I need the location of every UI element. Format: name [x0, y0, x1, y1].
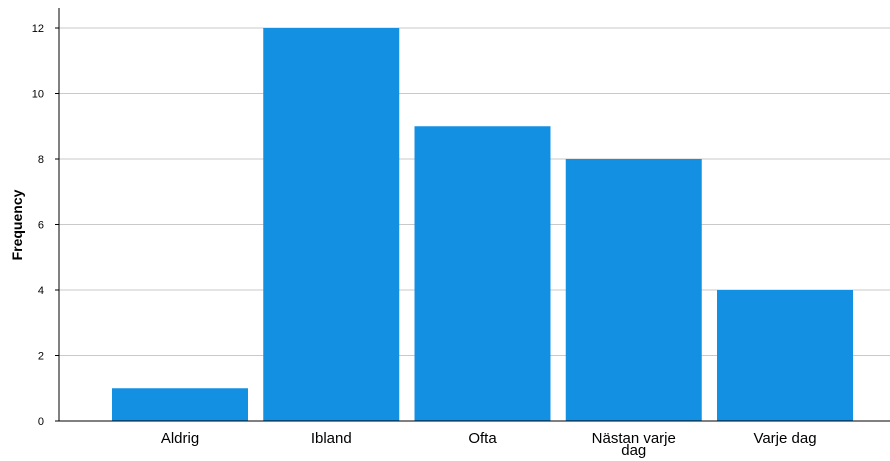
- x-tick-label: Aldrig: [161, 430, 199, 447]
- y-tick-label: 8: [38, 154, 44, 166]
- x-tick-label: Ofta: [468, 430, 497, 447]
- y-tick-label: 0: [38, 416, 44, 428]
- bar-varje-dag: [717, 290, 853, 421]
- x-tick-label: Nästan varje dag: [592, 430, 676, 459]
- bar-ofta: [414, 126, 551, 421]
- x-tick-label: Varje dag: [753, 430, 816, 447]
- bars: [112, 28, 853, 421]
- axes: [58, 8, 890, 422]
- y-tick-label: 10: [32, 89, 44, 101]
- y-tick-label: 12: [32, 23, 44, 35]
- x-tick-labels: Aldrig Ibland Ofta Nästan varje dag Varje dag: [161, 430, 817, 459]
- y-axis-title: Frequency: [9, 189, 25, 260]
- y-tick-label: 2: [38, 351, 44, 363]
- y-tick-label: 4: [38, 285, 44, 297]
- x-tick-label: Ibland: [311, 430, 352, 447]
- y-tick-label: 6: [38, 220, 44, 232]
- bar-ibland: [263, 28, 400, 421]
- y-tick-labels: 0 2 4 6 8 10 12: [32, 23, 59, 428]
- bar-aldrig: [112, 388, 248, 421]
- bar-nästan-varje-dag: [565, 159, 702, 421]
